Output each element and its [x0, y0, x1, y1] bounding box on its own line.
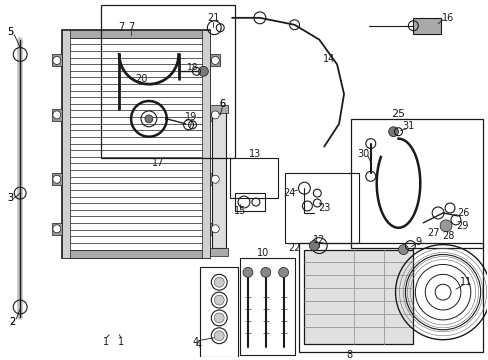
Text: 5: 5	[7, 27, 13, 37]
Text: 3: 3	[7, 193, 13, 203]
Circle shape	[398, 245, 407, 255]
Text: 16: 16	[441, 13, 453, 23]
Bar	[101, 5, 235, 158]
Bar	[61, 30, 70, 257]
Bar	[412, 18, 440, 34]
Text: 2: 2	[9, 317, 15, 327]
Bar	[52, 173, 61, 185]
Text: 26: 26	[457, 208, 469, 218]
Bar	[212, 109, 226, 248]
Circle shape	[260, 267, 270, 277]
Circle shape	[214, 277, 224, 287]
Bar	[230, 158, 277, 198]
Circle shape	[388, 127, 398, 137]
Circle shape	[214, 331, 224, 341]
Circle shape	[439, 220, 451, 232]
Bar	[52, 223, 61, 235]
Bar	[304, 249, 412, 344]
Text: 22: 22	[287, 243, 300, 253]
Text: 25: 25	[390, 109, 405, 119]
Text: 8: 8	[345, 350, 351, 360]
Bar	[61, 30, 210, 257]
Bar	[350, 119, 482, 248]
Circle shape	[53, 175, 61, 183]
Text: 30: 30	[357, 149, 369, 158]
Text: 12: 12	[312, 235, 325, 245]
Text: 7: 7	[118, 22, 124, 32]
Bar	[210, 105, 228, 113]
Text: 4: 4	[192, 337, 198, 347]
Text: 13: 13	[248, 149, 261, 158]
Bar	[210, 173, 220, 185]
Bar	[210, 223, 220, 235]
Bar	[52, 54, 61, 66]
Text: 19: 19	[185, 112, 197, 122]
Text: 7: 7	[128, 22, 134, 32]
Text: 18: 18	[186, 63, 198, 72]
Text: 5: 5	[7, 27, 13, 37]
Circle shape	[309, 241, 319, 251]
Text: 6: 6	[219, 99, 225, 109]
Bar	[202, 30, 210, 257]
Bar	[210, 54, 220, 66]
Text: 14: 14	[323, 54, 335, 64]
Circle shape	[211, 57, 219, 64]
Circle shape	[211, 111, 219, 119]
Text: 9: 9	[414, 237, 421, 247]
Text: 6: 6	[219, 99, 225, 109]
Text: 24: 24	[283, 188, 295, 198]
Text: 1: 1	[103, 337, 109, 347]
Circle shape	[243, 267, 252, 277]
Text: 29: 29	[456, 221, 468, 231]
Bar	[240, 257, 294, 355]
Text: 15: 15	[233, 206, 246, 216]
Text: 2: 2	[9, 317, 15, 327]
Bar	[210, 109, 220, 121]
Circle shape	[144, 115, 153, 123]
Circle shape	[214, 313, 224, 323]
Text: 21: 21	[207, 13, 219, 23]
Bar	[299, 243, 482, 352]
Text: 28: 28	[441, 231, 453, 241]
Bar	[61, 249, 210, 257]
Bar	[235, 193, 264, 211]
Text: 1: 1	[118, 337, 124, 347]
Text: 23: 23	[317, 203, 330, 213]
Text: 27: 27	[426, 228, 439, 238]
Bar	[210, 248, 228, 256]
Circle shape	[53, 57, 61, 64]
Text: 4: 4	[195, 339, 201, 350]
Text: 3: 3	[7, 193, 13, 203]
Text: 31: 31	[402, 121, 414, 131]
Text: 11: 11	[459, 277, 471, 287]
Text: 10: 10	[256, 248, 268, 257]
Circle shape	[214, 295, 224, 305]
Bar	[200, 267, 238, 356]
Circle shape	[211, 225, 219, 233]
Bar	[61, 30, 210, 38]
Circle shape	[278, 267, 288, 277]
Text: 17: 17	[151, 158, 163, 168]
Circle shape	[198, 66, 208, 76]
Text: 20: 20	[135, 74, 147, 84]
Bar	[52, 109, 61, 121]
Bar	[284, 173, 358, 243]
Circle shape	[211, 175, 219, 183]
Circle shape	[53, 111, 61, 119]
Circle shape	[53, 225, 61, 233]
